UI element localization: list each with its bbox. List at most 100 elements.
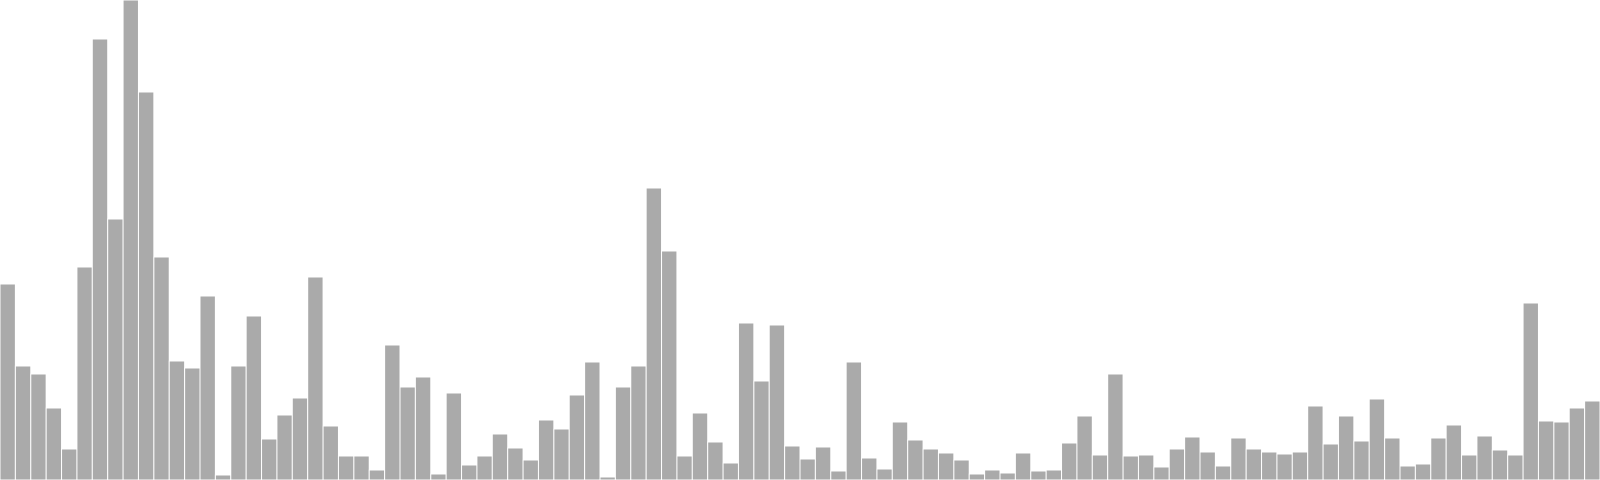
bar bbox=[76, 266, 93, 480]
bar bbox=[1430, 437, 1447, 480]
bar bbox=[707, 441, 724, 480]
bar bbox=[137, 91, 155, 480]
bar bbox=[230, 365, 247, 480]
bar bbox=[1091, 454, 1109, 480]
bar bbox=[276, 414, 293, 480]
bar bbox=[1184, 436, 1201, 480]
bar bbox=[14, 365, 32, 480]
bar bbox=[676, 455, 693, 480]
bar bbox=[953, 459, 970, 480]
bar bbox=[1399, 465, 1416, 480]
bar bbox=[845, 361, 863, 480]
bar bbox=[122, 0, 139, 480]
bar bbox=[414, 376, 432, 480]
bar bbox=[1445, 424, 1463, 480]
bar bbox=[1045, 469, 1063, 480]
bar bbox=[1337, 415, 1355, 480]
bar bbox=[353, 455, 370, 480]
bar bbox=[1168, 448, 1186, 480]
bar bbox=[1384, 437, 1401, 480]
bar bbox=[214, 474, 232, 480]
bar bbox=[1476, 435, 1493, 480]
bar bbox=[830, 470, 847, 480]
bar bbox=[1491, 449, 1509, 480]
bar bbox=[461, 464, 478, 480]
bar bbox=[784, 445, 801, 480]
bar bbox=[107, 218, 124, 480]
bar bbox=[1291, 451, 1309, 480]
bar bbox=[1214, 465, 1232, 480]
bar bbox=[999, 472, 1016, 480]
bar bbox=[584, 361, 601, 480]
bar bbox=[553, 428, 570, 480]
bar bbox=[445, 392, 463, 480]
bar bbox=[1245, 448, 1263, 480]
bar bbox=[368, 469, 386, 480]
bar bbox=[1537, 420, 1555, 480]
bar bbox=[1461, 454, 1478, 480]
bar bbox=[1414, 463, 1432, 480]
bar bbox=[1014, 452, 1032, 480]
bar bbox=[1353, 440, 1370, 480]
bar bbox=[1107, 373, 1124, 480]
bar bbox=[1137, 454, 1155, 480]
bar bbox=[168, 360, 186, 480]
bar bbox=[984, 469, 1001, 480]
bar bbox=[1584, 400, 1600, 480]
bar bbox=[30, 373, 47, 480]
bar bbox=[245, 315, 263, 480]
bar bbox=[861, 457, 878, 480]
bar bbox=[922, 448, 939, 480]
bar bbox=[491, 433, 509, 480]
bar bbox=[0, 283, 16, 480]
bar bbox=[614, 386, 632, 480]
bar bbox=[307, 276, 324, 480]
bar bbox=[630, 365, 647, 480]
bar bbox=[968, 473, 986, 480]
bar bbox=[1261, 451, 1278, 480]
bar bbox=[1307, 405, 1324, 480]
bar bbox=[876, 468, 893, 480]
bar bbox=[1122, 455, 1139, 480]
bar bbox=[199, 295, 216, 480]
bar bbox=[937, 452, 955, 480]
bar bbox=[1030, 470, 1047, 480]
bar bbox=[1322, 443, 1339, 480]
bar bbox=[661, 250, 678, 480]
bar bbox=[753, 380, 770, 480]
bar bbox=[507, 447, 524, 480]
bar bbox=[1368, 398, 1386, 480]
bar bbox=[1230, 437, 1247, 480]
bar bbox=[722, 462, 739, 480]
bar bbox=[522, 459, 539, 480]
bar bbox=[1507, 454, 1524, 480]
bar bbox=[1153, 466, 1170, 480]
bar bbox=[799, 458, 816, 480]
bar bbox=[568, 394, 586, 480]
bar bbox=[184, 367, 201, 480]
bar bbox=[691, 412, 709, 480]
bar bbox=[645, 187, 663, 480]
bar bbox=[153, 256, 170, 480]
bar bbox=[337, 455, 355, 480]
bar bbox=[45, 407, 63, 480]
bar bbox=[322, 425, 339, 480]
bar bbox=[430, 473, 447, 480]
bar bbox=[61, 448, 78, 480]
bar bbox=[537, 419, 555, 480]
bar bbox=[399, 386, 416, 480]
bar bbox=[1553, 421, 1570, 480]
bar bbox=[1568, 407, 1586, 480]
bar bbox=[291, 397, 309, 480]
bar bbox=[907, 439, 924, 480]
bar bbox=[768, 324, 786, 480]
bar bbox=[1276, 453, 1293, 480]
bar bbox=[1076, 415, 1093, 480]
bar bbox=[1199, 451, 1216, 480]
bar bbox=[1522, 302, 1539, 480]
bar bbox=[91, 38, 109, 480]
bar bbox=[1061, 442, 1078, 480]
bar bbox=[261, 438, 278, 480]
